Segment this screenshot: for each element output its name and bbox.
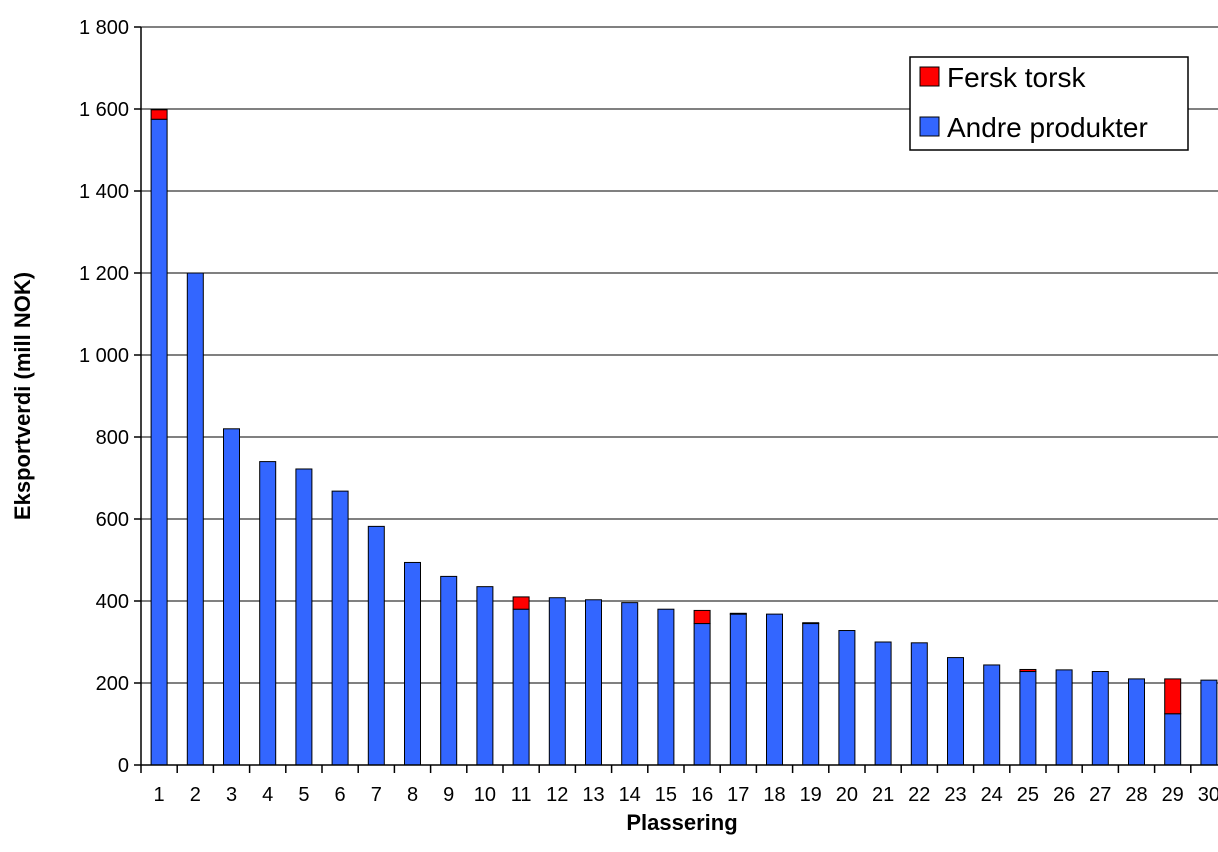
bar-andre-produkter <box>729 613 747 766</box>
bars <box>150 109 1218 766</box>
x-tick-label: 1 <box>154 784 165 806</box>
bar-andre-produkter <box>585 599 602 766</box>
x-tick-labels: 1 2 3 4 5 6 7 8 9 10 11 12 13 14 15 16 17 18 19 20 21 22 23 24 2… <box>140 765 1218 806</box>
legend-label-andre-produkter: Andre produkter <box>947 112 1148 143</box>
bar-andre-produkter <box>1019 671 1037 766</box>
y-tick-label: 0 <box>118 755 129 777</box>
x-tick-label: 16 <box>691 784 713 806</box>
bar-fersk-torsk <box>802 622 820 625</box>
x-tick-label: 25 <box>1017 784 1039 806</box>
x-tick-label: 15 <box>655 784 677 806</box>
bar-andre-produkter <box>331 490 349 766</box>
bar-fersk-torsk <box>150 109 168 120</box>
x-tick-label: 5 <box>298 784 309 806</box>
y-tick-labels: 0 200 400 600 800 1 000 1 200 1 400 1 600 1 800 <box>79 17 141 777</box>
x-tick-label: 8 <box>407 784 418 806</box>
x-tick-label: 7 <box>371 784 382 806</box>
x-tick-label: 20 <box>836 784 858 806</box>
bar-andre-produkter <box>548 597 566 766</box>
bar-andre-produkter <box>367 525 385 766</box>
bar-andre-produkter <box>1128 678 1145 766</box>
bar-andre-produkter <box>947 657 964 766</box>
bar-andre-produkter <box>150 118 168 766</box>
y-tick-label: 400 <box>96 591 129 613</box>
bar-fersk-torsk <box>693 609 711 625</box>
bar-andre-produkter <box>1091 671 1109 766</box>
bar-andre-produkter <box>476 586 494 766</box>
y-tick-label: 1 400 <box>79 181 129 203</box>
bar-andre-produkter <box>874 641 892 766</box>
x-tick-label: 18 <box>763 784 785 806</box>
legend-swatch-fersk-torsk <box>919 66 940 87</box>
y-axis-title: Eksportverdi (mill NOK) <box>10 272 35 520</box>
bar-andre-produkter <box>404 561 421 766</box>
legend-box <box>909 56 1189 151</box>
x-tick-label: 29 <box>1162 784 1184 806</box>
y-tick-label: 1 000 <box>79 345 129 367</box>
x-tick-label: 27 <box>1089 784 1111 806</box>
y-tick-label: 800 <box>96 427 129 449</box>
y-tick-label: 1 800 <box>79 17 129 39</box>
bar-andre-produkter <box>1200 679 1218 766</box>
bar-andre-produkter <box>983 664 1001 766</box>
x-tick-label: 2 <box>190 784 201 806</box>
y-tick-label: 200 <box>96 673 129 695</box>
bar-andre-produkter <box>1055 669 1073 766</box>
bar-andre-produkter <box>186 272 204 766</box>
bar-andre-produkter <box>693 623 711 766</box>
bar-fersk-torsk <box>1019 668 1037 673</box>
x-tick-label: 19 <box>800 784 822 806</box>
x-tick-label: 28 <box>1125 784 1147 806</box>
bar-andre-produkter <box>440 575 458 766</box>
x-tick-label: 17 <box>727 784 749 806</box>
x-tick-label: 4 <box>262 784 273 806</box>
x-tick-label: 6 <box>335 784 346 806</box>
x-tick-label: 11 <box>511 784 532 806</box>
bar-andre-produkter <box>512 608 530 766</box>
bar-andre-produkter <box>910 642 928 766</box>
bar-fersk-torsk <box>729 612 747 615</box>
x-tick-label: 9 <box>443 784 454 806</box>
bar-andre-produkter <box>766 613 783 766</box>
legend-label-fersk-torsk: Fersk torsk <box>947 62 1086 93</box>
bar-fersk-torsk <box>1164 678 1182 715</box>
x-tick-label: 14 <box>619 784 641 806</box>
bar-andre-produkter <box>657 608 675 766</box>
axes <box>140 27 1218 766</box>
x-tick-label: 12 <box>546 784 568 806</box>
x-tick-label: 30 <box>1198 784 1218 806</box>
bar-andre-produkter <box>223 428 240 766</box>
x-tick-label: 22 <box>908 784 930 806</box>
x-tick-label: 10 <box>474 784 496 806</box>
bar-andre-produkter <box>1164 713 1182 766</box>
x-tick-label: 24 <box>981 784 1003 806</box>
y-tick-label: 1 600 <box>79 99 129 121</box>
bar-andre-produkter <box>259 461 277 766</box>
x-axis-title: Plassering <box>626 810 737 835</box>
grid-lines <box>141 26 1218 684</box>
bar-andre-produkter <box>621 602 639 766</box>
y-tick-label: 600 <box>96 509 129 531</box>
y-tick-label: 1 200 <box>79 263 129 285</box>
x-tick-label: 3 <box>226 784 237 806</box>
bar-andre-produkter <box>802 623 820 766</box>
x-tick-label: 13 <box>582 784 604 806</box>
legend: Fersk torsk Andre produkter <box>909 56 1189 151</box>
x-tick-label: 26 <box>1053 784 1075 806</box>
legend-swatch-andre-produkter <box>919 116 940 137</box>
x-tick-label: 23 <box>944 784 966 806</box>
bar-andre-produkter <box>838 630 856 766</box>
bar-andre-produkter <box>295 468 313 766</box>
bar-fersk-torsk <box>512 596 530 610</box>
x-tick-label: 21 <box>872 784 894 806</box>
